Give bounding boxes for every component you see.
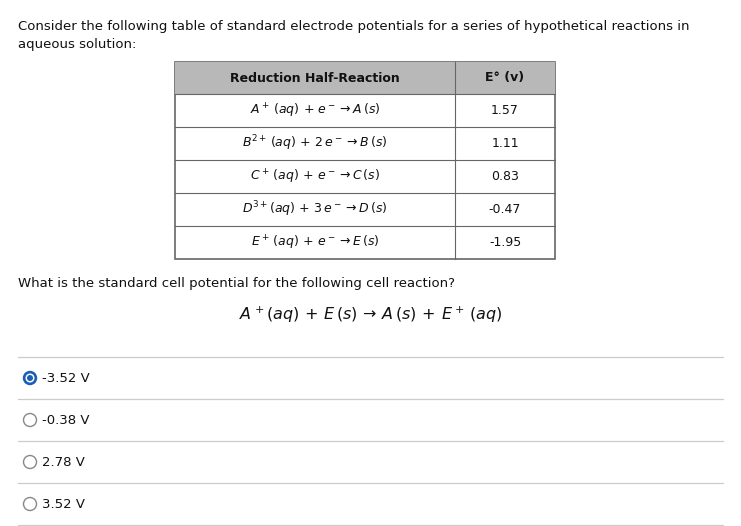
Text: Consider the following table of standard electrode potentials for a series of hy: Consider the following table of standard… — [18, 20, 689, 33]
Text: 3.52 V: 3.52 V — [42, 498, 85, 511]
Text: $\mathit{E}^+\,\mathit{(aq)}\,+\,\mathit{e}^-\rightarrow\mathit{E}\,\mathit{(s)}: $\mathit{E}^+\,\mathit{(aq)}\,+\,\mathit… — [250, 234, 379, 251]
Text: $\mathit{A}^+\mathit{(aq)}\,+\,\mathit{E}\,\mathit{(s)}\,\rightarrow\,\mathit{A}: $\mathit{A}^+\mathit{(aq)}\,+\,\mathit{E… — [239, 305, 502, 325]
Text: $\mathit{A}^+\,\mathit{(aq)}\,+\,\mathit{e}^-\rightarrow\mathit{A}\,\mathit{(s)}: $\mathit{A}^+\,\mathit{(aq)}\,+\,\mathit… — [250, 102, 380, 119]
Text: -0.38 V: -0.38 V — [42, 413, 90, 427]
Text: E° (v): E° (v) — [485, 72, 525, 85]
Circle shape — [25, 373, 35, 382]
Bar — [175, 62, 555, 259]
Circle shape — [24, 456, 36, 469]
Text: 2.78 V: 2.78 V — [42, 456, 85, 469]
Circle shape — [24, 371, 36, 385]
Text: 1.11: 1.11 — [491, 137, 519, 150]
Text: Reduction Half-Reaction: Reduction Half-Reaction — [230, 72, 400, 85]
Text: -1.95: -1.95 — [489, 236, 521, 249]
Text: -3.52 V: -3.52 V — [42, 371, 90, 385]
Text: 1.57: 1.57 — [491, 104, 519, 117]
Text: 0.83: 0.83 — [491, 170, 519, 183]
Circle shape — [24, 498, 36, 511]
Text: -0.47: -0.47 — [489, 203, 521, 216]
Text: $\mathit{D}^{3+}\mathit{(aq)}\,+\,3\,\mathit{e}^-\rightarrow\mathit{D}\,\mathit{: $\mathit{D}^{3+}\mathit{(aq)}\,+\,3\,\ma… — [242, 200, 388, 219]
Text: aqueous solution:: aqueous solution: — [18, 38, 136, 51]
Text: $\mathit{B}^{2+}\,\mathit{(aq)}\,+\,2\,\mathit{e}^-\rightarrow\mathit{B}\,\mathi: $\mathit{B}^{2+}\,\mathit{(aq)}\,+\,2\,\… — [242, 134, 388, 153]
Circle shape — [24, 413, 36, 427]
Bar — [175, 62, 555, 94]
Text: $\mathit{C}^+\,\mathit{(aq)}\,+\,\mathit{e}^-\rightarrow\mathit{C}\,\mathit{(s)}: $\mathit{C}^+\,\mathit{(aq)}\,+\,\mathit… — [250, 167, 380, 186]
Text: What is the standard cell potential for the following cell reaction?: What is the standard cell potential for … — [18, 277, 455, 290]
Circle shape — [27, 375, 33, 381]
